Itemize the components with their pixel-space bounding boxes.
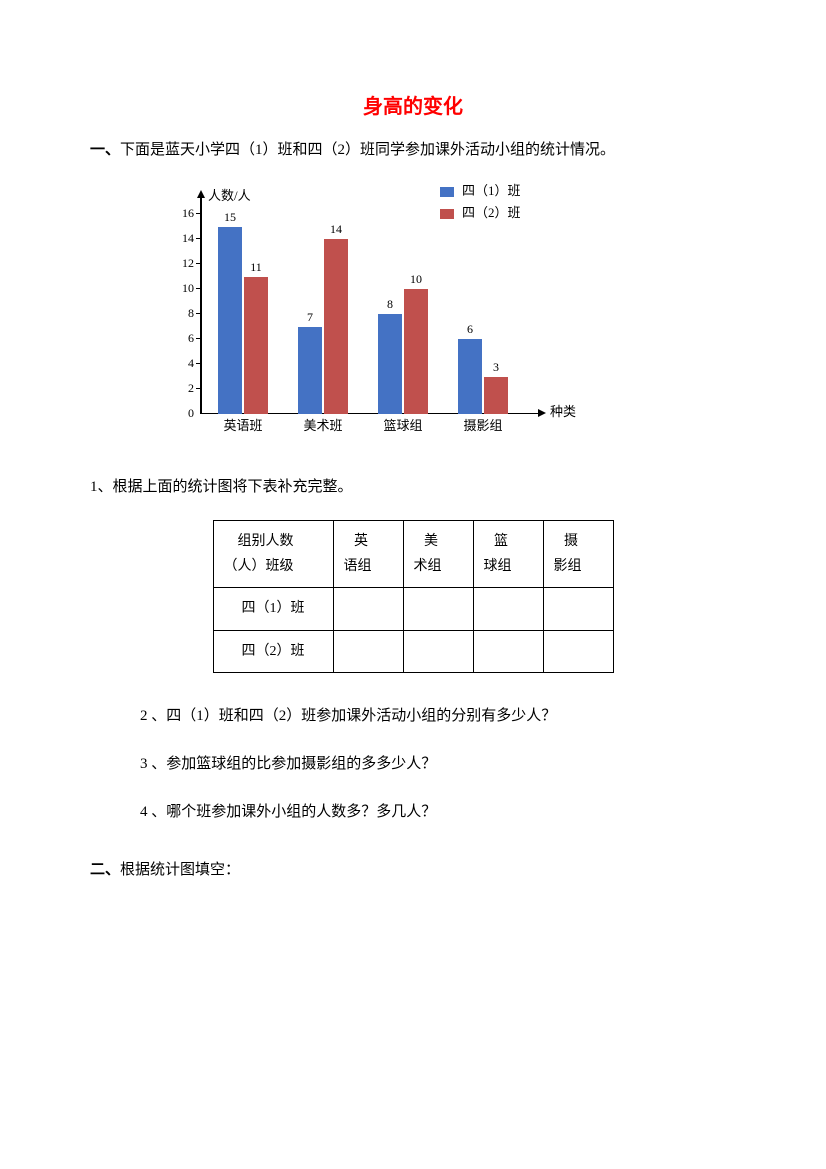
y-tick-label: 4 (170, 356, 194, 371)
x-category-label: 摄影组 (453, 415, 513, 434)
y-tick-label: 8 (170, 306, 194, 321)
question-1: 1、根据上面的统计图将下表补充完整。 (90, 472, 736, 502)
table-cell (403, 588, 473, 630)
table-row: 四（1）班 (213, 588, 613, 630)
bar (484, 377, 508, 415)
bar-value-label: 11 (241, 260, 271, 275)
data-table-wrapper: 组别人数 （人）班级 英 语组 美 术组 篮 球组 摄 影组四（1）班四（2）班 (90, 520, 736, 673)
section-2-label: 二、 (90, 862, 120, 878)
legend-label: 四（2）班 (462, 205, 521, 220)
y-tick-mark (196, 363, 201, 364)
legend-item: 四（2）班 (440, 202, 521, 221)
x-category-label: 篮球组 (373, 415, 433, 434)
table-row-header: 四（1）班 (213, 588, 333, 630)
table-col-header: 英 语组 (333, 521, 403, 588)
y-tick-label: 12 (170, 256, 194, 271)
bar-value-label: 8 (375, 297, 405, 312)
y-axis-arrow-icon (197, 190, 205, 198)
table-cell (333, 630, 403, 672)
bar (218, 227, 242, 415)
question-3: 3 、参加篮球组的比参加摄影组的多多少人？ (140, 749, 736, 779)
table-corner-header: 组别人数 （人）班级 (213, 521, 333, 588)
y-tick-mark (196, 338, 201, 339)
x-axis-title: 种类 (550, 401, 576, 420)
y-axis-title: 人数/人 (208, 185, 251, 204)
table-cell (543, 588, 613, 630)
question-4: 4 、哪个班参加课外小组的人数多？多几人？ (140, 797, 736, 827)
y-tick-mark (196, 388, 201, 389)
table-col-header: 篮 球组 (473, 521, 543, 588)
table-cell (473, 588, 543, 630)
section-1-text: 下面是蓝天小学四（1）班和四（2）班同学参加课外活动小组的统计情况。 (120, 142, 615, 158)
y-axis (200, 196, 202, 414)
section-2: 二、根据统计图填空： (90, 857, 736, 884)
y-tick-label: 10 (170, 281, 194, 296)
bar-value-label: 3 (481, 360, 511, 375)
section-2-text: 根据统计图填空： (120, 862, 240, 878)
bar (378, 314, 402, 414)
legend-item: 四（1）班 (440, 180, 521, 199)
y-tick-label: 6 (170, 331, 194, 346)
table-col-header: 摄 影组 (543, 521, 613, 588)
page-title: 身高的变化 (90, 90, 736, 119)
x-axis-arrow-icon (538, 409, 546, 417)
table-cell (473, 630, 543, 672)
legend-label: 四（1）班 (462, 183, 521, 198)
bar (324, 239, 348, 414)
y-tick-label: 14 (170, 231, 194, 246)
x-category-label: 英语班 (213, 415, 273, 434)
legend-swatch-icon (440, 209, 454, 219)
question-2: 2 、四（1）班和四（2）班参加课外活动小组的分别有多少人？ (140, 701, 736, 731)
table-row-header: 四（2）班 (213, 630, 333, 672)
y-tick-label: 16 (170, 206, 194, 221)
section-1-label: 一、 (90, 142, 120, 158)
table-col-header: 美 术组 (403, 521, 473, 588)
bar (298, 327, 322, 415)
bar (458, 339, 482, 414)
table-row: 四（2）班 (213, 630, 613, 672)
y-tick-mark (196, 263, 201, 264)
table-cell (333, 588, 403, 630)
y-tick-mark (196, 313, 201, 314)
bar-value-label: 15 (215, 210, 245, 225)
y-tick-mark (196, 238, 201, 239)
legend-swatch-icon (440, 187, 454, 197)
table-header-row: 组别人数 （人）班级 英 语组 美 术组 篮 球组 摄 影组 (213, 521, 613, 588)
table-cell (543, 630, 613, 672)
bar (404, 289, 428, 414)
bar (244, 277, 268, 415)
bar-value-label: 7 (295, 310, 325, 325)
data-table: 组别人数 （人）班级 英 语组 美 术组 篮 球组 摄 影组四（1）班四（2）班 (213, 520, 614, 673)
section-1: 一、下面是蓝天小学四（1）班和四（2）班同学参加课外活动小组的统计情况。 (90, 137, 736, 164)
bar-value-label: 14 (321, 222, 351, 237)
bar-value-label: 6 (455, 322, 485, 337)
y-tick-mark (196, 288, 201, 289)
y-tick-label: 0 (170, 406, 194, 421)
y-tick-label: 2 (170, 381, 194, 396)
x-category-label: 美术班 (293, 415, 353, 434)
bar-chart: 人数/人种类 0 2 4 6 8 10 12 14 16 15 11 英语班 7 14 美术班 8 10 篮球组 6 3… (140, 174, 620, 454)
bar-value-label: 10 (401, 272, 431, 287)
table-cell (403, 630, 473, 672)
y-tick-mark (196, 213, 201, 214)
